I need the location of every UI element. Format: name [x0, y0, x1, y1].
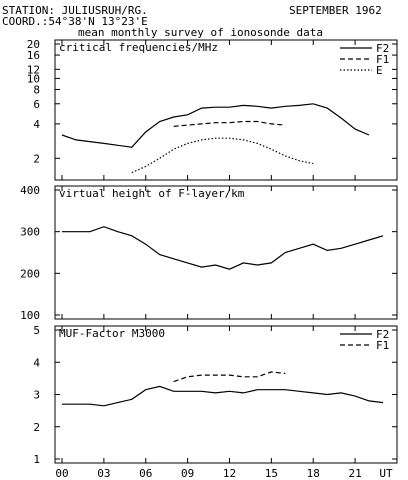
x-tick-label: 03 — [97, 467, 110, 480]
y-tick-label: 1 — [33, 453, 40, 466]
y-tick-label: 5 — [33, 324, 40, 337]
chart-subtitle: mean monthly survey of ionosonde data — [78, 26, 324, 39]
x-tick-label: 15 — [265, 467, 278, 480]
virtual-height-title: virtual height of F-layer/km — [59, 187, 245, 200]
critical-frequency-title: critical frequencies/MHz — [59, 41, 218, 54]
critical-frequency-series-f1 — [173, 120, 286, 127]
y-tick-label: 2 — [33, 152, 40, 165]
x-tick-label: 06 — [139, 467, 152, 480]
y-tick-label: 3 — [33, 389, 40, 402]
y-tick-label: 20 — [27, 38, 40, 51]
x-tick-label: 00 — [55, 467, 68, 480]
y-tick-label: 10 — [27, 72, 40, 85]
y-tick-label: 12 — [27, 63, 40, 76]
legend-label-f2: F2 — [376, 42, 389, 55]
critical-frequency-frame — [54, 39, 398, 181]
date-label: SEPTEMBER 1962 — [289, 4, 382, 17]
legend-label-e: E — [376, 64, 383, 77]
legend-label-f1: F1 — [376, 53, 389, 66]
critical-frequency-series-e — [131, 137, 314, 174]
y-tick-label: 4 — [33, 118, 40, 131]
muf-factor-series-f2 — [62, 385, 384, 407]
x-tick-label: 12 — [223, 467, 236, 480]
critical-frequency-series-f2 — [61, 103, 370, 148]
y-tick-label: 8 — [33, 83, 40, 96]
x-tick-label: 21 — [348, 467, 361, 480]
y-tick-label: 200 — [20, 267, 40, 280]
virtual-height-series-line — [62, 226, 384, 270]
muf-factor-title: MUF-Factor M3000 — [59, 327, 165, 340]
coord-label: COORD.:54°38'N 13°23'E — [2, 15, 148, 28]
legend-label-f1: F1 — [376, 339, 389, 352]
y-tick-label: 4 — [33, 356, 40, 369]
x-tick-label: 18 — [307, 467, 320, 480]
y-tick-label: 16 — [27, 49, 40, 62]
virtual-height-frame — [54, 185, 398, 320]
y-tick-label: 400 — [20, 184, 40, 197]
y-tick-label: 100 — [20, 309, 40, 322]
muf-factor-series-f1 — [173, 371, 286, 383]
legend-label-f2: F2 — [376, 328, 389, 341]
x-tick-label: 09 — [181, 467, 194, 480]
x-axis-unit-label: UT — [379, 467, 393, 480]
y-tick-label: 300 — [20, 226, 40, 239]
y-tick-label: 2 — [33, 421, 40, 434]
y-tick-label: 6 — [33, 98, 40, 111]
station-label: STATION: JULIUSRUH/RG. — [2, 4, 148, 17]
